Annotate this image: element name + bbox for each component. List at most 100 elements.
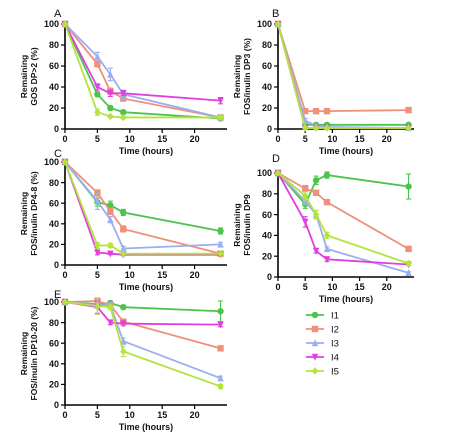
y-tick-label: 40: [49, 82, 59, 92]
y-tick-label: 100: [44, 297, 59, 307]
chart-panel-e: E 0 5 10 15 20 0 20 40 60 80 100 Time (hours) Remaini…: [19, 289, 227, 432]
data-point: [120, 244, 127, 252]
y-tick-label: 80: [262, 40, 272, 50]
legend-item-i3: I3: [306, 338, 339, 349]
legend-marker: [311, 339, 319, 347]
data-point: [274, 20, 282, 28]
data-point: [120, 90, 127, 98]
data-point: [94, 302, 101, 310]
y-tick-label: 60: [262, 210, 272, 220]
y-tick-label: 40: [49, 359, 59, 369]
y-tick-label: 20: [49, 103, 59, 113]
x-axis-label: Time (hours): [119, 146, 173, 156]
x-tick-label: 15: [157, 410, 167, 420]
x-tick-label: 10: [327, 134, 337, 144]
data-point: [217, 249, 224, 258]
data-point: [94, 249, 101, 257]
data-point: [312, 177, 320, 184]
series-line: [277, 172, 409, 265]
legend-marker: [311, 367, 319, 375]
series-line: [277, 172, 409, 274]
data-point: [94, 91, 101, 98]
x-tick-label: 15: [157, 270, 167, 280]
data-point: [61, 298, 69, 306]
legend: I1 I2 I3 I4 I5: [306, 310, 339, 377]
panel-label: B: [272, 8, 279, 20]
panel-label: D: [272, 153, 280, 165]
legend-label: I5: [331, 366, 339, 377]
series-i1: [61, 20, 224, 122]
y-tick-label: 40: [262, 231, 272, 241]
series-i5: [61, 20, 224, 122]
data-point: [312, 247, 320, 255]
y-axis-label: FOS/inulin DP4-8 (%): [29, 171, 39, 256]
data-point: [120, 320, 127, 328]
legend-label: I3: [331, 338, 339, 349]
x-tick-label: 10: [125, 270, 135, 280]
x-tick-label: 0: [275, 282, 280, 292]
legend-marker: [311, 353, 319, 361]
y-tick-label: 0: [54, 124, 59, 134]
x-tick-label: 5: [95, 134, 100, 144]
y-axis-label: Remaining: [232, 55, 242, 98]
data-point: [302, 197, 309, 205]
data-point: [217, 308, 224, 315]
data-point: [120, 303, 127, 311]
data-point: [405, 259, 412, 268]
data-point: [61, 20, 69, 28]
data-point: [107, 303, 114, 311]
x-tick-label: 20: [382, 134, 392, 144]
series-line: [64, 161, 221, 250]
series-i5: [61, 297, 224, 391]
x-tick-label: 5: [95, 270, 100, 280]
series-i5: [61, 158, 224, 258]
series-i2: [274, 169, 412, 253]
data-point: [405, 269, 412, 277]
legend-item-i4: I4: [306, 352, 339, 363]
y-tick-label: 20: [262, 103, 272, 113]
y-tick-label: 60: [49, 198, 59, 208]
data-point: [107, 319, 114, 327]
series-line: [64, 301, 221, 388]
x-tick-label: 10: [125, 410, 135, 420]
series-i3: [274, 20, 412, 132]
y-tick-label: 20: [262, 251, 272, 261]
y-tick-label: 80: [262, 189, 272, 199]
series-line: [64, 161, 221, 255]
data-point: [274, 169, 282, 177]
data-point: [312, 124, 320, 132]
data-point: [107, 208, 114, 215]
data-point: [120, 113, 127, 122]
y-axis-label: GOS DP>2 (%): [29, 47, 39, 106]
data-point: [323, 107, 331, 115]
x-tick-label: 0: [62, 270, 67, 280]
y-tick-label: 80: [49, 40, 59, 50]
series-i2: [274, 20, 412, 115]
x-tick-label: 15: [157, 134, 167, 144]
data-point: [120, 337, 127, 345]
series-i5: [274, 169, 412, 268]
data-point: [312, 189, 320, 196]
data-point: [107, 215, 114, 223]
series-i3: [61, 158, 224, 252]
x-tick-label: 10: [125, 134, 135, 144]
data-point: [94, 60, 101, 68]
chart-panel-b: B 0 5 10 15 20 0 20 40 60 80 100 Time (hours) Remaini…: [232, 8, 414, 156]
data-point: [323, 198, 331, 206]
y-tick-label: 60: [262, 61, 272, 71]
y-tick-label: 0: [54, 400, 59, 410]
x-tick-label: 5: [303, 134, 308, 144]
series-line: [277, 23, 409, 129]
x-tick-label: 5: [303, 282, 308, 292]
data-point: [107, 112, 114, 121]
y-axis-label: Remaining: [232, 203, 242, 246]
series-i2: [61, 158, 224, 257]
x-axis-label: Time (hours): [319, 146, 373, 156]
x-axis-label: Time (hours): [119, 422, 173, 432]
y-tick-label: 80: [49, 318, 59, 328]
data-point: [217, 374, 224, 382]
data-point: [312, 210, 320, 219]
data-point: [107, 202, 114, 209]
data-point: [217, 240, 224, 248]
